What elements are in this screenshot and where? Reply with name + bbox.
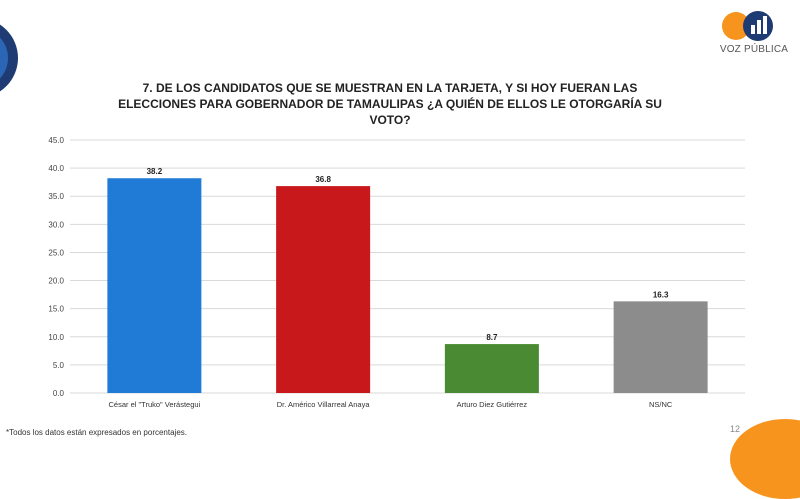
bar-value-label: 8.7 [486,333,498,342]
bar-value-label: 38.2 [147,167,163,176]
bars [107,178,708,393]
slide: VOZ PÚBLICA 7. DE LOS CANDIDATOS QUE SE … [0,11,800,499]
value-labels: 38.2 36.8 8.7 16.3 [147,167,669,342]
y-tick-label: 40.0 [48,164,64,173]
y-tick-label: 20.0 [48,277,64,286]
bar [613,301,708,393]
bar-value-label: 16.3 [653,290,669,299]
bar-value-label: 36.8 [315,175,331,184]
bar [107,178,202,393]
category-label: César el "Truko" Verástegui [108,400,200,409]
y-tick-label: 30.0 [48,220,64,229]
footnote: *Todos los datos están expresados en por… [6,428,188,437]
category-label: Arturo Diez Gutiérrez [457,400,528,409]
bar-chart: 0.0 5.0 10.0 15.0 20.0 25.0 30.0 35.0 40.0 45.0 3… [48,136,745,409]
voz-publica-logo-icon [722,11,773,41]
y-axis-labels: 0.0 5.0 10.0 15.0 20.0 25.0 30.0 35.0 40.0 45.0 [48,136,64,398]
bar [444,344,539,393]
category-label: NS/NC [649,400,673,409]
bar [276,186,371,393]
y-tick-label: 0.0 [53,389,65,398]
page-number: 12 [730,424,741,434]
y-tick-label: 10.0 [48,333,64,342]
y-tick-label: 45.0 [48,136,64,145]
y-tick-label: 5.0 [53,361,65,370]
y-tick-label: 35.0 [48,192,64,201]
y-tick-label: 15.0 [48,305,64,314]
category-labels: César el "Truko" Verástegui Dr. Américo V… [108,400,672,409]
chart-title: 7. DE LOS CANDIDATOS QUE SE MUESTRAN EN … [118,81,662,127]
decorative-left-inner-shape [0,28,8,88]
category-label: Dr. Américo Villarreal Anaya [277,400,371,409]
brand-name: VOZ PÚBLICA [719,44,789,55]
y-tick-label: 25.0 [48,248,64,257]
